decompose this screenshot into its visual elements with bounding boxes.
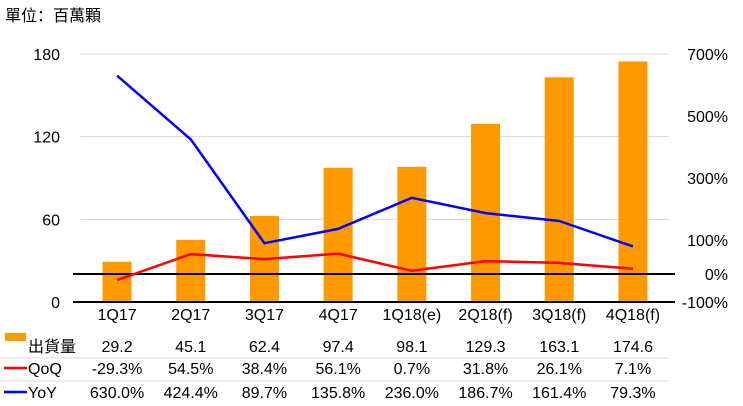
right-axis-tick-labels: -100% 0% 100% 300% 500% 700% — [682, 47, 728, 312]
category-label: 2Q18(f) — [458, 307, 512, 324]
category-label: 2Q17 — [171, 307, 210, 324]
data-label: 424.4% — [164, 385, 218, 402]
category-label: 3Q18(f) — [532, 307, 586, 324]
data-label: 98.1 — [396, 339, 427, 356]
table-row-yoy: YoY 630.0% 424.4% 89.7% 135.8% 236.0% 186.7% 16… — [4, 385, 656, 402]
line-series — [116, 74, 634, 282]
gridlines — [80, 53, 669, 220]
legend-swatch-bar — [5, 333, 26, 341]
shipment-bar — [618, 61, 648, 302]
data-table: 出貨量 29.2 45.1 62.4 97.4 98.1 129.3 163.1 174.6 Qo… — [0, 333, 669, 402]
shipment-bar — [102, 261, 132, 302]
left-axis-tick-label: 60 — [42, 212, 60, 229]
data-label: 26.1% — [537, 361, 582, 378]
left-axis-tick-labels: 0 60 120 180 — [33, 47, 60, 312]
data-label: 135.8% — [311, 385, 365, 402]
right-axis-tick-label: 100% — [687, 233, 728, 250]
right-axis-tick-label: -100% — [682, 295, 728, 312]
data-label: 161.4% — [532, 385, 586, 402]
legend-label: QoQ — [28, 361, 62, 378]
qoq-line — [116, 252, 634, 282]
table-row-shipment: 出貨量 29.2 45.1 62.4 97.4 98.1 129.3 163.1 174.6 — [5, 333, 653, 356]
left-axis-tick-label: 120 — [33, 130, 60, 147]
shipment-bar — [176, 239, 206, 302]
unit-label: 單位：百萬顆 — [5, 8, 102, 25]
data-label: 97.4 — [323, 339, 354, 356]
table-row-qoq: QoQ -29.3% 54.5% 38.4% 56.1% 0.7% 31.8% 26.1% 7.… — [4, 361, 651, 378]
category-label: 4Q17 — [319, 307, 358, 324]
bar-series — [102, 61, 648, 302]
legend-label: YoY — [28, 385, 57, 402]
data-label: 163.1 — [539, 339, 579, 356]
data-label: 129.3 — [466, 339, 506, 356]
left-axis-tick-label: 0 — [51, 295, 60, 312]
data-label: 89.7% — [242, 385, 287, 402]
data-label: 54.5% — [168, 361, 213, 378]
category-label: 1Q17 — [97, 307, 136, 324]
data-label: 7.1% — [615, 361, 651, 378]
data-label: 236.0% — [385, 385, 439, 402]
shipment-bar — [544, 77, 574, 302]
data-label: -29.3% — [92, 361, 143, 378]
axes — [73, 273, 675, 303]
right-axis-tick-label: 300% — [687, 171, 728, 188]
data-label: 62.4 — [249, 339, 280, 356]
shipment-bar — [323, 167, 353, 302]
data-label: 174.6 — [613, 339, 653, 356]
right-axis-tick-label: 500% — [687, 109, 728, 126]
data-label: 0.7% — [394, 361, 430, 378]
category-label: 1Q18(e) — [382, 307, 441, 324]
left-axis-tick-label: 180 — [33, 47, 60, 64]
data-label: 38.4% — [242, 361, 287, 378]
category-label: 4Q18(f) — [606, 307, 660, 324]
right-axis-tick-label: 0% — [705, 267, 728, 284]
category-label: 3Q17 — [245, 307, 284, 324]
shipment-bar — [397, 166, 427, 302]
data-label: 630.0% — [90, 385, 144, 402]
data-label: 31.8% — [463, 361, 508, 378]
data-label: 79.3% — [610, 385, 655, 402]
data-label: 45.1 — [175, 339, 206, 356]
right-axis-tick-label: 700% — [687, 47, 728, 64]
legend-label: 出貨量 — [28, 338, 76, 356]
data-label: 29.2 — [101, 339, 132, 356]
category-labels: 1Q17 2Q17 3Q17 4Q17 1Q18(e) 2Q18(f) 3Q18(f) 4Q1… — [97, 307, 660, 324]
yoy-line — [116, 74, 634, 248]
data-label: 186.7% — [458, 385, 512, 402]
data-label: 56.1% — [315, 361, 360, 378]
